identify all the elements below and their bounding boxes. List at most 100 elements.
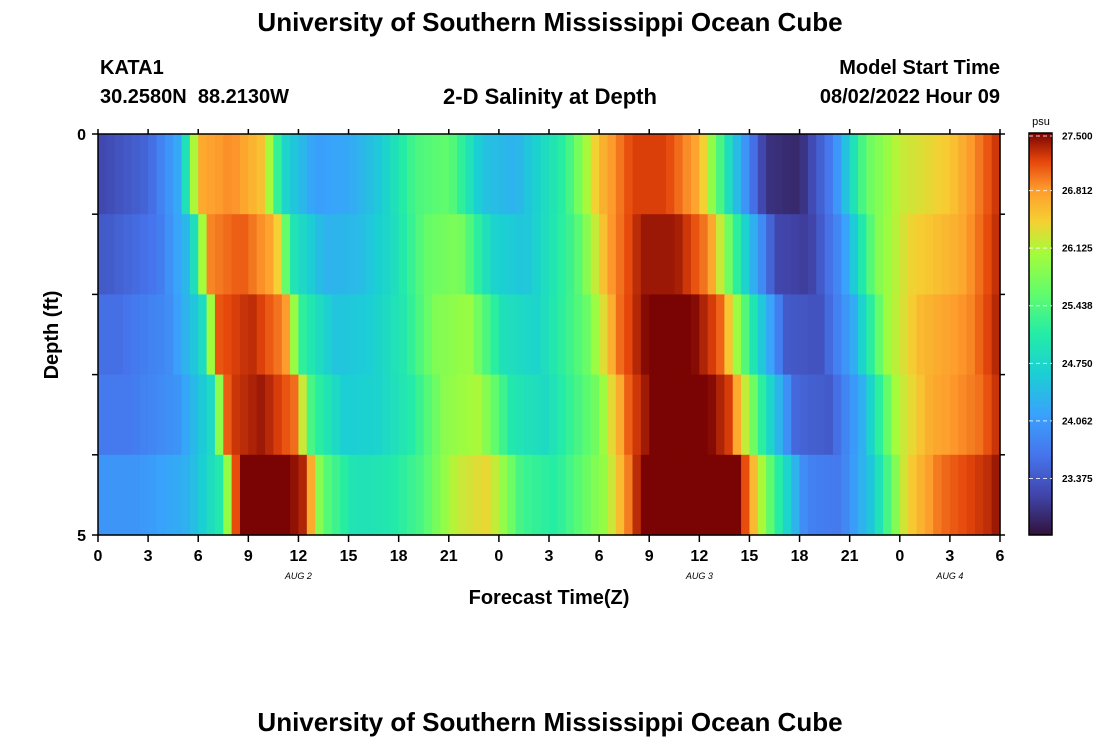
heatmap-cell [858,454,867,536]
x-tick-label: 12 [290,548,308,565]
heatmap-cell [273,214,283,295]
heatmap-cell [799,374,809,456]
heatmap-cell [649,214,659,295]
heatmap-cell [298,134,308,215]
heatmap-cell [457,454,467,536]
heatmap-cell [640,454,650,536]
heatmap-cell [966,374,976,456]
heatmap-cell [866,374,876,456]
heatmap-cell [139,454,149,536]
heatmap-cell [482,454,492,536]
heatmap-cell [991,294,1001,376]
heatmap-cell [757,214,767,295]
heatmap-cell [549,374,558,456]
heatmap-cell [189,374,199,456]
heatmap-cell [273,134,283,215]
heatmap-cell [749,294,759,376]
x-tick-label: 21 [440,548,458,565]
heatmap-cell [858,134,867,215]
heatmap-cell [824,134,834,215]
heatmap-cell [465,214,475,295]
heatmap-cell [106,374,116,456]
heatmap-cell [933,374,943,456]
heatmap-cell [390,214,400,295]
heatmap-cell [189,214,199,295]
heatmap-cell [323,214,333,295]
heatmap-cell [248,134,258,215]
heatmap-cell [273,294,283,376]
heatmap-cell [624,214,634,295]
heatmap-cell [874,134,884,215]
heatmap-cell [457,134,467,215]
heatmap-cell [290,134,300,215]
heatmap-cell [123,294,133,376]
heatmap-cell [390,374,400,456]
heatmap-cell [849,214,859,295]
heatmap-cell [682,134,692,215]
heatmap-cell [248,214,258,295]
heatmap-cell [665,214,675,295]
heatmap-cell [356,214,366,295]
heatmap-cell [632,214,642,295]
heatmap-cell [273,454,283,536]
heatmap-cell [724,134,734,215]
heatmap-cell [916,454,926,536]
heatmap-cell [858,294,867,376]
heatmap-cell [131,374,141,456]
heatmap-cell [649,134,659,215]
heatmap-cell [373,374,383,456]
heatmap-cell [883,294,893,376]
heatmap-cell [507,294,517,376]
heatmap-cell [457,294,467,376]
heatmap-cell [640,134,650,215]
heatmap-cell [799,134,809,215]
heatmap-cell [891,374,901,456]
heatmap-cell [423,374,433,456]
heatmap-cell [248,374,258,456]
heatmap-cell [933,214,943,295]
heatmap-cell [540,294,550,376]
heatmap-cell [899,454,909,536]
heatmap-cell [473,374,483,456]
heatmap-cell [407,134,416,215]
heatmap-cell [532,374,542,456]
heatmap-cell [490,134,500,215]
x-tick-label: 15 [340,548,358,565]
station-name: KATA1 [100,57,164,79]
heatmap-cell [958,454,968,536]
heatmap-cell [690,214,700,295]
heatmap-cell [699,214,709,295]
colorbar-tick-label: 27.500 [1062,132,1093,143]
heatmap-cell [256,374,266,456]
heatmap-cell [557,294,567,376]
heatmap-cell [849,374,859,456]
heatmap-cell [198,294,208,376]
heatmap-cell [523,374,533,456]
heatmap-cell [924,454,934,536]
heatmap-cell [239,214,249,295]
heatmap-cell [315,374,325,456]
heatmap-cell [490,374,500,456]
heatmap-cell [682,374,692,456]
heatmap-cell [883,214,893,295]
heatmap-cell [590,294,600,376]
heatmap-cell [265,214,274,295]
heatmap-cell [983,374,993,456]
heatmap-cell [248,294,258,376]
heatmap-cell [774,134,784,215]
heatmap-cell [515,454,525,536]
heatmap-cell [699,294,709,376]
heatmap-cell [181,454,191,536]
heatmap-cell [674,454,684,536]
heatmap-cell [824,214,834,295]
heatmap-cell [315,214,325,295]
heatmap-cell [774,454,784,536]
heatmap-cell [123,374,133,456]
heatmap-cell [465,454,475,536]
heatmap-cell [958,134,968,215]
heatmap-cell [574,214,584,295]
heatmap-cell [189,294,199,376]
heatmap-cell [223,214,233,295]
heatmap-cell [674,374,684,456]
heatmap-cell [356,134,366,215]
